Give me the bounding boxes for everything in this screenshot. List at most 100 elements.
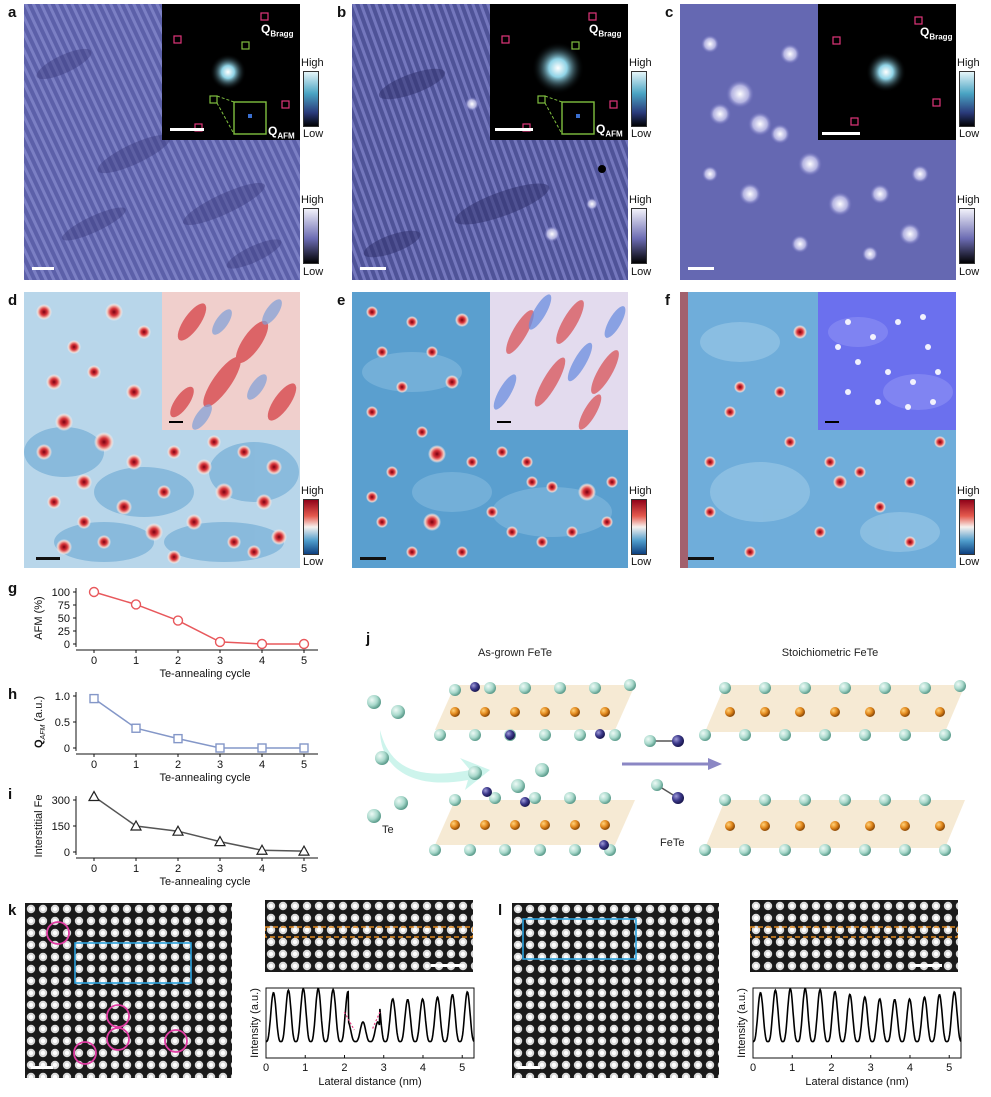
fft-pattern xyxy=(822,16,941,135)
x-tick-label: 2 xyxy=(175,863,181,875)
colorbar-fft xyxy=(959,71,975,127)
x-tick-label: 3 xyxy=(217,863,223,875)
scale-bar xyxy=(31,1066,53,1069)
colorbar-rdbu xyxy=(631,499,647,555)
x-tick-label: 3 xyxy=(868,1062,874,1074)
fft-pattern xyxy=(170,12,290,135)
x-tick-label: 5 xyxy=(301,759,307,771)
q-afm-label: Q xyxy=(268,124,278,138)
colorbar-low: Low xyxy=(631,266,652,278)
data-point xyxy=(299,743,309,753)
intensity-curve xyxy=(266,987,475,1043)
colorbar-low: Low xyxy=(303,556,324,568)
slab-top-left xyxy=(434,679,636,741)
colorbar-low: Low xyxy=(959,128,980,140)
colorbar-stm xyxy=(631,208,647,264)
data-point xyxy=(171,824,185,836)
x-tick-label: 5 xyxy=(301,863,307,875)
panel-label-a: a xyxy=(8,4,17,21)
fft-inset-a: QBragg QAFM xyxy=(162,4,300,140)
defect-map-f xyxy=(680,292,956,568)
slab-top-right xyxy=(699,680,966,741)
line-profile-box xyxy=(265,926,473,938)
y-axis-label: QAFM (a.u.) xyxy=(33,696,47,748)
q-afm-label: Q xyxy=(596,122,606,136)
x-tick-label: 1 xyxy=(789,1062,795,1074)
panel-label-h: h xyxy=(8,686,18,703)
x-tick-label: 2 xyxy=(341,1062,347,1074)
q-bragg-label: Q xyxy=(261,22,271,36)
panel-label-l: l xyxy=(498,902,503,919)
plot-frame xyxy=(265,987,475,1059)
colorbar-high: High xyxy=(301,485,324,497)
scale-bar xyxy=(32,267,54,270)
panel-label-d: d xyxy=(8,292,18,309)
slab-bottom-left xyxy=(429,787,635,856)
te-flow-arrow xyxy=(380,730,490,790)
scale-bar xyxy=(518,1066,540,1069)
x-tick-label: 5 xyxy=(301,655,307,667)
afm-inset-e xyxy=(490,292,628,430)
x-tick-label: 3 xyxy=(217,759,223,771)
x-tick-label: 0 xyxy=(750,1062,756,1074)
scale-bar xyxy=(360,557,386,560)
panel-label-f: f xyxy=(665,292,670,309)
colorbar-high: High xyxy=(629,194,652,206)
colorbar-stm xyxy=(303,208,319,264)
y-tick-label: 0 xyxy=(64,639,70,651)
data-point xyxy=(255,844,269,855)
q-afm-sub: AFM xyxy=(605,129,623,139)
y-tick-label: 0.5 xyxy=(55,717,70,729)
structure-schematic: As-grown FeTe Stoichiometric FeTe xyxy=(367,647,966,856)
chart-h: 1.0 0.5 0 0 1 2 3 4 5 Te-annealing cycle QAFM (a.u… xyxy=(33,691,318,784)
x-tick-label: 0 xyxy=(91,655,97,667)
scale-bar xyxy=(431,964,463,967)
x-axis-label: Lateral distance (nm) xyxy=(805,1076,908,1088)
x-tick-label: 1 xyxy=(133,759,139,771)
q-bragg-label: Q xyxy=(920,25,930,39)
colorbar-high: High xyxy=(301,57,324,69)
y-tick-label: 0 xyxy=(64,743,70,755)
y-tick-label: 300 xyxy=(52,795,70,807)
te-atoms-incoming xyxy=(367,695,549,823)
colorbar-low: Low xyxy=(631,556,652,568)
data-point xyxy=(172,615,184,626)
afm-inset-d xyxy=(162,292,300,430)
y-tick-label: 50 xyxy=(58,613,70,625)
data-point xyxy=(214,636,226,648)
panel-label-e: e xyxy=(337,292,346,309)
y-tick-label: 0 xyxy=(64,847,70,859)
scale-bar xyxy=(688,267,714,270)
y-tick-label: 100 xyxy=(52,587,70,599)
scale-bar xyxy=(910,964,942,967)
colorbar-high: High xyxy=(957,194,980,206)
data-point xyxy=(131,723,141,733)
colorbar-stm xyxy=(959,208,975,264)
y-axis-label: AFM (%) xyxy=(33,596,45,639)
colorbar-fft xyxy=(631,71,647,127)
slab-bottom-right xyxy=(699,794,965,856)
data-point xyxy=(87,790,101,802)
q-afm-sub: AFM xyxy=(277,131,295,140)
scale-bar xyxy=(360,267,386,270)
data-point xyxy=(215,743,225,753)
series-line xyxy=(93,795,305,852)
data-point xyxy=(257,743,267,753)
x-tick-label: 0 xyxy=(263,1062,269,1074)
colorbar-low: Low xyxy=(959,556,980,568)
colorbar-low: Low xyxy=(303,266,324,278)
defect-arrow xyxy=(371,1011,381,1031)
afm-map xyxy=(162,292,300,430)
roi-box xyxy=(522,918,637,960)
process-arrow-head xyxy=(708,758,722,770)
data-point xyxy=(298,638,310,650)
line-profile-box xyxy=(750,926,958,938)
colorbar-fft xyxy=(303,71,319,127)
x-tick-label: 2 xyxy=(175,655,181,667)
y-axis-label: Intensity (a.u.) xyxy=(249,988,261,1058)
q-bragg-sub: Bragg xyxy=(270,29,294,39)
fete-molecules xyxy=(644,735,684,804)
chart-i: 300 150 0 0 1 2 3 4 5 Te-annealing cycle Interstit… xyxy=(33,790,318,888)
data-point xyxy=(88,586,100,598)
